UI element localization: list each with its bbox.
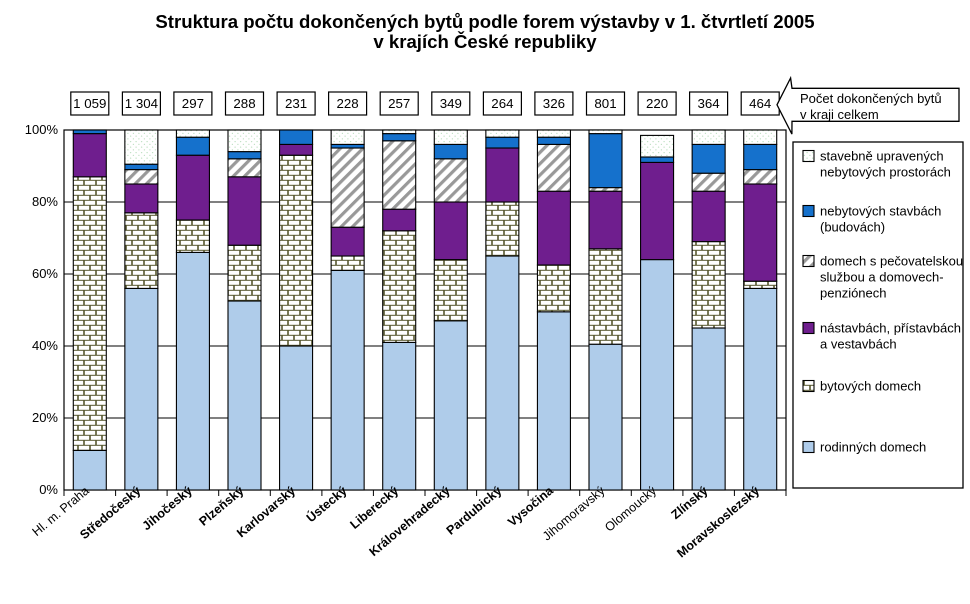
svg-text:rodinných domech: rodinných domech [820,440,926,455]
svg-text:80%: 80% [32,194,58,209]
svg-text:službou a domovech-: službou a domovech- [820,270,944,285]
svg-text:(budovách): (budovách) [820,220,885,235]
svg-text:nástavbách, přístavbách: nástavbách, přístavbách [820,321,961,336]
svg-text:0%: 0% [39,482,58,497]
svg-text:stavebně upravených: stavebně upravených [820,149,944,164]
svg-text:228: 228 [337,96,359,111]
svg-text:288: 288 [233,96,255,111]
svg-text:464: 464 [749,96,771,111]
svg-text:domech s pečovatelskou: domech s pečovatelskou [820,254,963,269]
svg-text:257: 257 [388,96,410,111]
svg-text:bytových domech: bytových domech [820,379,921,394]
svg-text:1 059: 1 059 [73,96,106,111]
svg-text:100%: 100% [25,122,59,137]
svg-text:231: 231 [285,96,307,111]
svg-text:nebytových stavbách: nebytových stavbách [820,204,941,219]
svg-text:20%: 20% [32,410,58,425]
svg-text:264: 264 [491,96,513,111]
svg-text:v krajích České republiky: v krajích České republiky [373,31,597,52]
svg-text:nebytových prostorách: nebytových prostorách [820,165,951,180]
svg-text:a vestavbách: a vestavbách [820,337,897,352]
svg-text:297: 297 [182,96,204,111]
svg-text:Liberecký: Liberecký [347,484,401,532]
svg-text:220: 220 [646,96,668,111]
svg-text:349: 349 [440,96,462,111]
svg-text:60%: 60% [32,266,58,281]
svg-text:Pardubický: Pardubický [444,484,505,538]
svg-text:Počet dokončených bytů: Počet dokončených bytů [800,91,942,106]
svg-text:326: 326 [543,96,565,111]
svg-text:Zlínský: Zlínský [669,484,711,522]
svg-text:364: 364 [698,96,720,111]
svg-text:v kraji celkem: v kraji celkem [800,107,879,122]
svg-text:40%: 40% [32,338,58,353]
svg-text:Struktura počtu dokončených by: Struktura počtu dokončených bytů podle f… [155,11,814,32]
svg-text:801: 801 [594,96,616,111]
svg-text:penziónech: penziónech [820,286,887,301]
svg-text:1 304: 1 304 [125,96,158,111]
